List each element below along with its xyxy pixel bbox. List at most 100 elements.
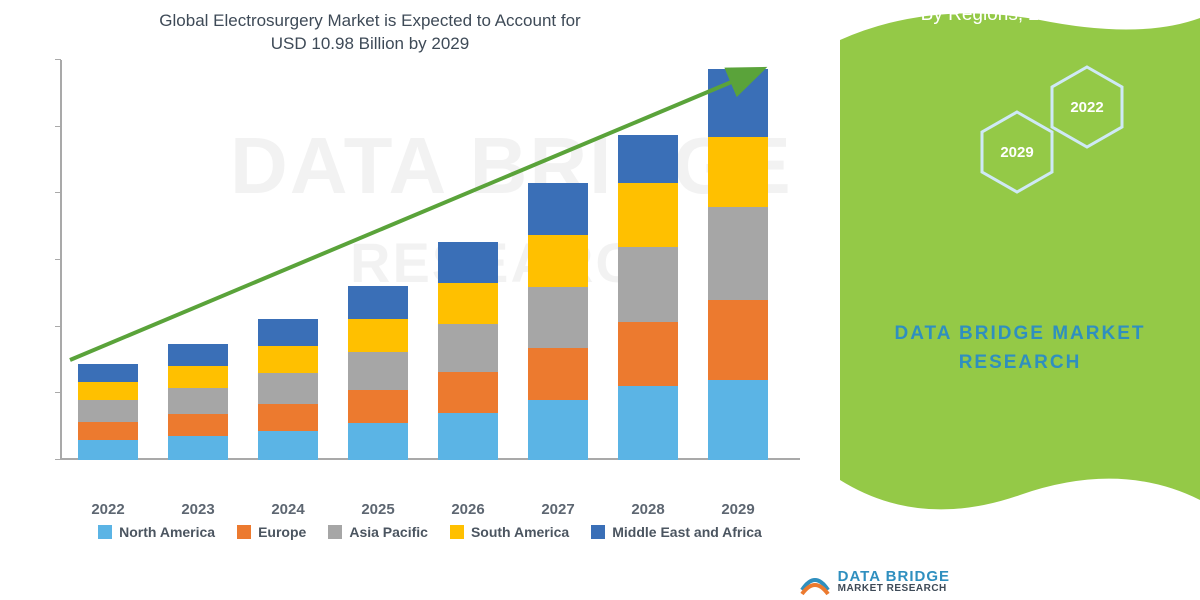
hex-2029: 2029 <box>980 110 1054 194</box>
seg-Asia-Pacific <box>528 287 588 348</box>
right-panel-bg <box>840 0 1200 540</box>
seg-South-America <box>168 366 228 388</box>
brand-line-2: RESEARCH <box>959 352 1082 373</box>
seg-South-America <box>528 235 588 287</box>
bridge-logo-icon <box>800 566 830 596</box>
seg-South-America <box>348 319 408 352</box>
seg-North-America <box>348 423 408 460</box>
legend-label: Asia Pacific <box>349 524 428 540</box>
seg-Middle-East-and-Africa <box>258 319 318 346</box>
swatch-icon <box>237 525 251 539</box>
seg-South-America <box>708 137 768 207</box>
seg-North-America <box>168 436 228 460</box>
xlabel-2025: 2025 <box>338 501 418 518</box>
seg-Middle-East-and-Africa <box>348 286 408 319</box>
hex-2022: 2022 <box>1050 65 1124 149</box>
xlabel-2022: 2022 <box>68 501 148 518</box>
title-line-1: Global Electrosurgery Market is Expected… <box>159 11 580 30</box>
seg-Europe <box>348 390 408 423</box>
bottom-logo: DATA BRIDGE MARKET RESEARCH <box>800 566 950 596</box>
bottom-logo-text: DATA BRIDGE MARKET RESEARCH <box>838 569 950 594</box>
seg-South-America <box>618 183 678 247</box>
seg-North-America <box>618 386 678 460</box>
xlabel-2028: 2028 <box>608 501 688 518</box>
xlabel-2026: 2026 <box>428 501 508 518</box>
bar-2028 <box>618 135 678 460</box>
seg-Europe <box>438 372 498 413</box>
chart-area: 20222023202420252026202720282029 <box>60 60 800 490</box>
ytick <box>55 126 61 127</box>
y-axis <box>60 60 62 460</box>
seg-North-America <box>258 431 318 460</box>
seg-Asia-Pacific <box>168 388 228 414</box>
xlabel-2024: 2024 <box>248 501 328 518</box>
swatch-icon <box>98 525 112 539</box>
seg-Middle-East-and-Africa <box>528 183 588 235</box>
swatch-icon <box>328 525 342 539</box>
bar-2022 <box>78 364 138 460</box>
hex-2029-label: 2029 <box>980 110 1054 194</box>
seg-North-America <box>528 400 588 460</box>
seg-North-America <box>708 380 768 460</box>
logo-sub: MARKET RESEARCH <box>838 584 950 594</box>
legend-item-Middle-East-and-Africa: Middle East and Africa <box>591 524 762 540</box>
seg-Asia-Pacific <box>258 373 318 404</box>
seg-South-America <box>258 346 318 373</box>
ytick <box>55 326 61 327</box>
legend-label: North America <box>119 524 215 540</box>
seg-Europe <box>618 322 678 386</box>
legend: North America Europe Asia Pacific South Ame… <box>60 524 800 540</box>
ytick <box>55 392 61 393</box>
bar-2029 <box>708 69 768 460</box>
swatch-icon <box>591 525 605 539</box>
chart-title: Global Electrosurgery Market is Expected… <box>60 10 680 56</box>
seg-North-America <box>438 413 498 460</box>
seg-Asia-Pacific <box>78 400 138 422</box>
seg-Asia-Pacific <box>438 324 498 372</box>
ytick <box>55 192 61 193</box>
ytick <box>55 59 61 60</box>
seg-Middle-East-and-Africa <box>168 344 228 366</box>
xlabel-2023: 2023 <box>158 501 238 518</box>
bar-2027 <box>528 183 588 460</box>
seg-Middle-East-and-Africa <box>618 135 678 183</box>
seg-South-America <box>78 382 138 400</box>
hex-2022-label: 2022 <box>1050 65 1124 149</box>
seg-Middle-East-and-Africa <box>438 242 498 283</box>
bar-2025 <box>348 286 408 460</box>
seg-North-America <box>78 440 138 460</box>
seg-Asia-Pacific <box>618 247 678 322</box>
plot <box>60 60 800 460</box>
root: Global Electrosurgery Market is Expected… <box>0 0 1200 600</box>
seg-Europe <box>258 404 318 431</box>
legend-label: Middle East and Africa <box>612 524 762 540</box>
left-panel: Global Electrosurgery Market is Expected… <box>0 0 840 600</box>
bar-2026 <box>438 242 498 460</box>
seg-Asia-Pacific <box>348 352 408 390</box>
seg-Europe <box>528 348 588 400</box>
legend-item-Europe: Europe <box>237 524 306 540</box>
seg-Asia-Pacific <box>708 207 768 300</box>
brand-text: DATA BRIDGE MARKET RESEARCH <box>840 320 1200 377</box>
logo-main: DATA BRIDGE <box>838 569 950 584</box>
legend-label: South America <box>471 524 569 540</box>
brand-line-1: DATA BRIDGE MARKET <box>895 323 1146 344</box>
legend-item-South-America: South America <box>450 524 569 540</box>
ytick <box>55 259 61 260</box>
xlabel-2029: 2029 <box>698 501 778 518</box>
seg-Europe <box>78 422 138 440</box>
xlabel-2027: 2027 <box>518 501 598 518</box>
ytick <box>55 459 61 460</box>
seg-Middle-East-and-Africa <box>78 364 138 382</box>
seg-South-America <box>438 283 498 324</box>
legend-label: Europe <box>258 524 306 540</box>
bar-2024 <box>258 319 318 460</box>
region-title: By Regions, 2022 to 2029 <box>890 4 1170 26</box>
bar-2023 <box>168 344 228 460</box>
seg-Europe <box>168 414 228 436</box>
title-line-2: USD 10.98 Billion by 2029 <box>271 34 469 53</box>
seg-Middle-East-and-Africa <box>708 69 768 137</box>
legend-item-North-America: North America <box>98 524 215 540</box>
seg-Europe <box>708 300 768 380</box>
legend-item-Asia-Pacific: Asia Pacific <box>328 524 428 540</box>
